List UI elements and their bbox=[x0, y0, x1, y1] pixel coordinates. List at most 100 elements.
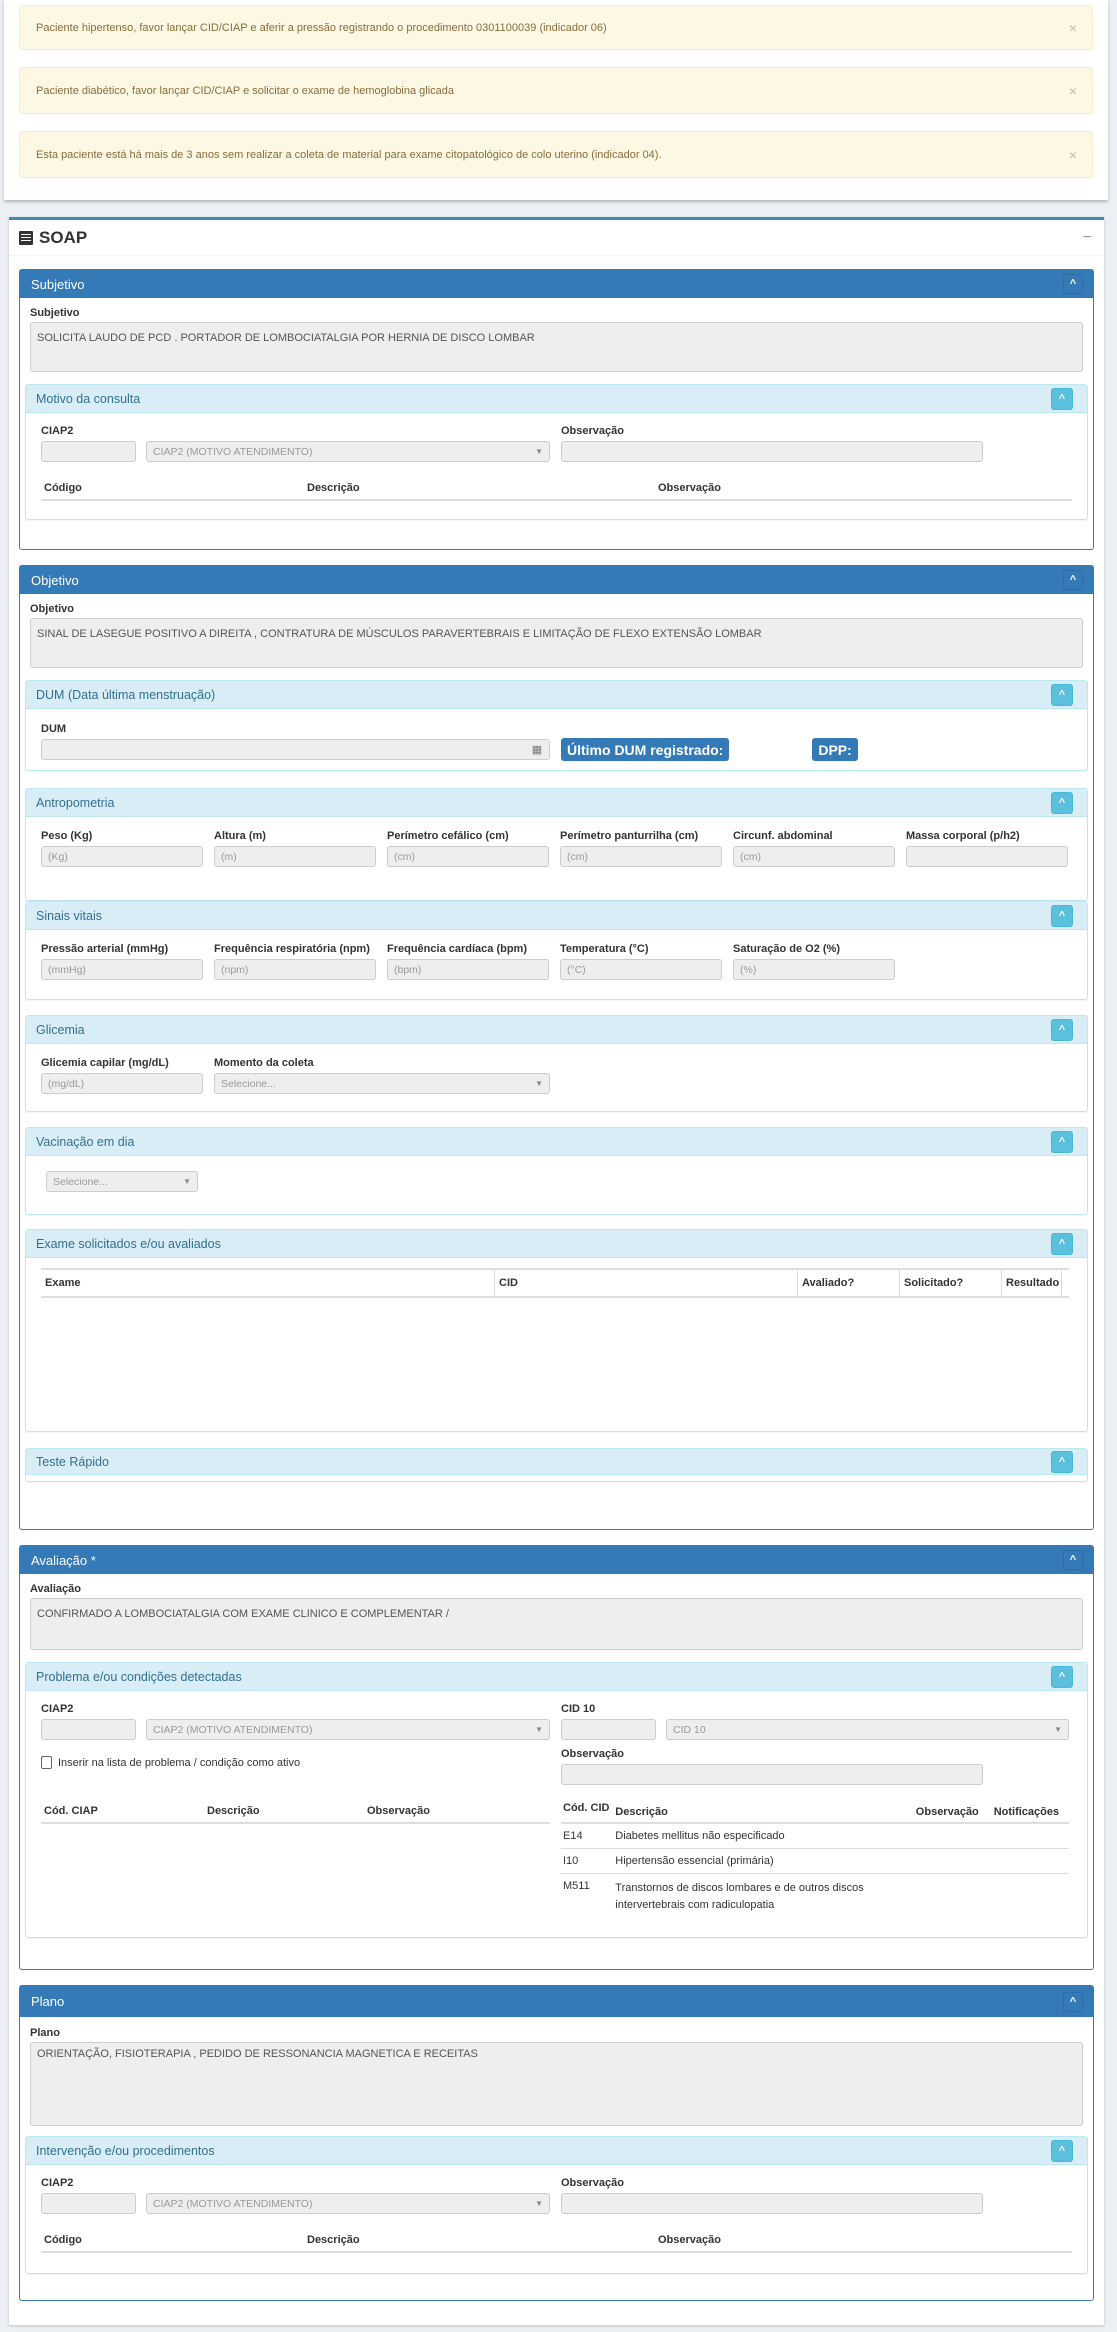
cid-description: Transtornos de discos lombares e de outr… bbox=[615, 1881, 864, 1911]
ciap2-label: CIAP2 bbox=[41, 425, 74, 437]
observacao-input[interactable] bbox=[561, 1764, 983, 1785]
dum-date-input[interactable]: ▦ bbox=[41, 739, 550, 760]
ativo-checkbox-row[interactable]: Inserir na lista de problema / condição … bbox=[41, 1756, 550, 1769]
chevron-up-icon[interactable]: ^ bbox=[1063, 1550, 1083, 1570]
glicemia-capilar-input[interactable]: (mg/dL) bbox=[41, 1073, 203, 1094]
soap-header: SOAP − bbox=[9, 220, 1104, 256]
peso-input[interactable]: (Kg) bbox=[41, 846, 203, 867]
momento-coleta-label: Momento da coleta bbox=[214, 1057, 314, 1069]
subpanel-title: Vacinação em dia bbox=[36, 1134, 135, 1149]
temperatura-label: Temperatura (°C) bbox=[560, 943, 649, 955]
caret-down-icon: ▼ bbox=[535, 2199, 543, 2208]
momento-coleta-select[interactable]: Selecione... ▼ bbox=[214, 1073, 550, 1094]
caret-down-icon: ▼ bbox=[535, 1725, 543, 1734]
pressao-input[interactable]: (mmHg) bbox=[41, 959, 203, 980]
alert-text: Paciente hipertenso, favor lançar CID/CI… bbox=[36, 21, 607, 34]
cid-code: I10 bbox=[563, 1854, 579, 1867]
soap-title: SOAP bbox=[39, 227, 88, 247]
placeholder: (mg/dL) bbox=[48, 1077, 85, 1090]
placeholder: (Kg) bbox=[48, 850, 68, 863]
placeholder: (cm) bbox=[567, 850, 588, 863]
saturacao-input[interactable]: (%) bbox=[733, 959, 895, 980]
freq-cardiaca-label: Frequência cardíaca (bpm) bbox=[387, 943, 527, 955]
ultimo-dum-badge: Último DUM registrado: bbox=[561, 738, 730, 761]
chevron-up-icon[interactable]: ^ bbox=[1051, 2139, 1073, 2162]
pressao-label: Pressão arterial (mmHg) bbox=[41, 943, 169, 955]
ciap2-select[interactable]: CIAP2 (MOTIVO ATENDIMENTO) ▼ bbox=[146, 1719, 550, 1740]
exames-table-header: Exame CID Avaliado? Solicitado? Resultad… bbox=[41, 1268, 1069, 1298]
chevron-up-icon[interactable]: ^ bbox=[1051, 1130, 1073, 1153]
placeholder: CIAP2 (MOTIVO ATENDIMENTO) bbox=[153, 2197, 313, 2210]
chevron-up-icon[interactable]: ^ bbox=[1051, 1232, 1073, 1255]
freq-cardiaca-input[interactable]: (bpm) bbox=[387, 959, 549, 980]
perimetro-panturrilha-input[interactable]: (cm) bbox=[560, 846, 722, 867]
avaliacao-textarea[interactable]: CONFIRMADO A LOMBOCIATALGIA COM EXAME CL… bbox=[30, 1598, 1083, 1650]
circunferencia-abdominal-label: Circunf. abdominal bbox=[733, 830, 833, 842]
subjetivo-textarea[interactable]: SOLICITA LAUDO DE PCD . PORTADOR DE LOMB… bbox=[30, 322, 1083, 372]
cid10-code-input[interactable] bbox=[561, 1719, 656, 1740]
temperatura-input[interactable]: (°C) bbox=[560, 959, 722, 980]
peso-label: Peso (Kg) bbox=[41, 830, 93, 842]
cid-code: M511 bbox=[563, 1879, 590, 1892]
cid-table-header: Cód. CID Descrição Observação Notificaçõ… bbox=[561, 1797, 1069, 1823]
circunferencia-abdominal-input[interactable]: (cm) bbox=[733, 846, 895, 867]
chevron-up-icon[interactable]: ^ bbox=[1063, 1991, 1083, 2012]
calendar-icon[interactable]: ▦ bbox=[525, 740, 549, 759]
vacinacao-select[interactable]: Selecione... ▼ bbox=[46, 1171, 198, 1192]
ativo-checkbox[interactable] bbox=[41, 1756, 52, 1769]
intervencao-panel: Intervenção e/ou procedimentos ^ CIAP2 CI… bbox=[25, 2136, 1088, 2274]
soap-box: SOAP − Subjetivo ^ Subjetivo SOLICITA LAU… bbox=[9, 217, 1104, 2325]
chevron-up-icon[interactable]: ^ bbox=[1051, 1665, 1073, 1688]
saturacao-label: Saturação de O2 (%) bbox=[733, 943, 840, 955]
collapse-button[interactable]: − bbox=[1082, 228, 1092, 246]
close-icon[interactable]: × bbox=[1068, 146, 1077, 163]
chevron-up-icon[interactable]: ^ bbox=[1051, 387, 1073, 410]
ciap2-select[interactable]: CIAP2 (MOTIVO ATENDIMENTO) ▼ bbox=[146, 441, 550, 462]
ciap2-code-input[interactable] bbox=[41, 2193, 136, 2214]
objetivo-textarea[interactable]: SINAL DE LASEGUE POSITIVO A DIREITA , CO… bbox=[30, 618, 1083, 668]
avaliacao-panel: Avaliação * ^ Avaliação CONFIRMADO A LOMB… bbox=[19, 1545, 1094, 1970]
antropometria-panel: Antropometria ^ Peso (Kg) (Kg) Altura (m) (… bbox=[25, 788, 1088, 901]
ciap2-code-input[interactable] bbox=[41, 441, 136, 462]
cid-table: Cód. CID Descrição Observação Notificaçõ… bbox=[561, 1797, 1069, 1920]
chevron-up-icon[interactable]: ^ bbox=[1063, 274, 1083, 294]
column-header: Descrição bbox=[307, 2234, 360, 2246]
column-header: Cód. CIAP bbox=[44, 1805, 98, 1817]
alert-text: Esta paciente está há mais de 3 anos sem… bbox=[36, 148, 662, 161]
column-header: CID bbox=[495, 1270, 798, 1296]
freq-respiratoria-input[interactable]: (npm) bbox=[214, 959, 376, 980]
chevron-up-icon[interactable]: ^ bbox=[1051, 904, 1073, 927]
subpanel-title: DUM (Data última menstruação) bbox=[36, 687, 216, 702]
cid-description: Diabetes mellitus não especificado bbox=[615, 1829, 785, 1842]
altura-input[interactable]: (m) bbox=[214, 846, 376, 867]
perimetro-cefalico-input[interactable]: (cm) bbox=[387, 846, 549, 867]
observacao-input[interactable] bbox=[561, 2193, 983, 2214]
column-header: Descrição bbox=[207, 1805, 260, 1817]
plano-textarea[interactable]: ORIENTAÇÃO, FISIOTERAPIA , PEDIDO DE RES… bbox=[30, 2042, 1083, 2126]
panel-title: Objetivo bbox=[31, 572, 79, 588]
ciap2-code-input[interactable] bbox=[41, 1719, 136, 1740]
chevron-up-icon[interactable]: ^ bbox=[1051, 791, 1073, 814]
column-header: Resultado bbox=[1002, 1270, 1062, 1296]
cid10-select[interactable]: CID 10 ▼ bbox=[666, 1719, 1069, 1740]
column-header: Código bbox=[44, 2234, 82, 2246]
glicemia-capilar-label: Glicemia capilar (mg/dL) bbox=[41, 1057, 169, 1069]
placeholder: Selecione... bbox=[53, 1175, 108, 1188]
chevron-up-icon[interactable]: ^ bbox=[1051, 1450, 1073, 1473]
ciap2-placeholder: CIAP2 (MOTIVO ATENDIMENTO) bbox=[153, 445, 313, 458]
chevron-up-icon[interactable]: ^ bbox=[1063, 570, 1083, 590]
column-header: Avaliado? bbox=[798, 1270, 900, 1296]
ciap2-select[interactable]: CIAP2 (MOTIVO ATENDIMENTO) ▼ bbox=[146, 2193, 550, 2214]
observacao-input[interactable] bbox=[561, 441, 983, 462]
placeholder: (mmHg) bbox=[48, 963, 86, 976]
close-icon[interactable]: × bbox=[1068, 19, 1077, 36]
vacinacao-panel: Vacinação em dia ^ Selecione... ▼ bbox=[25, 1127, 1088, 1215]
column-header: Solicitado? bbox=[900, 1270, 1002, 1296]
chevron-up-icon[interactable]: ^ bbox=[1051, 1018, 1073, 1041]
objetivo-panel: Objetivo ^ Objetivo SINAL DE LASEGUE POSI… bbox=[19, 565, 1094, 1530]
exames-panel: Exame solicitados e/ou avaliados ^ Exame … bbox=[25, 1229, 1088, 1432]
close-icon[interactable]: × bbox=[1068, 82, 1077, 99]
chevron-up-icon[interactable]: ^ bbox=[1051, 683, 1073, 706]
caret-down-icon: ▼ bbox=[535, 447, 543, 456]
placeholder: (npm) bbox=[221, 963, 249, 976]
